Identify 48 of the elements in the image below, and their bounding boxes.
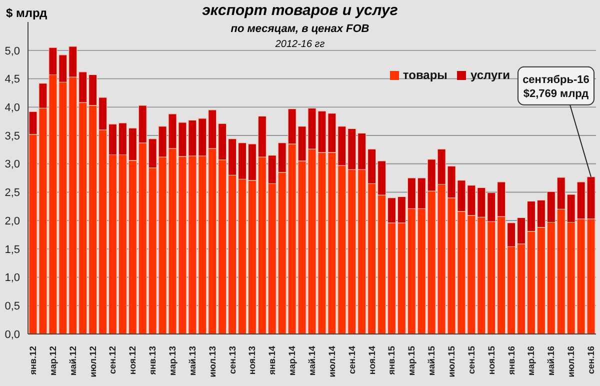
y-tick-label: 5,0: [4, 45, 20, 58]
y-tick-label: 2,5: [4, 187, 20, 200]
x-tick-label: май.16: [546, 346, 556, 376]
x-tick-label: май.15: [426, 346, 437, 376]
x-tick-label: июл.15: [446, 346, 457, 378]
x-tick-label: сен.12: [108, 346, 118, 374]
x-tick-label: мар.14: [287, 346, 298, 376]
chart-title: экспорт товаров и услуг: [202, 2, 398, 19]
x-tick-label: мар.16: [526, 346, 536, 376]
x-tick-label: сен.14: [346, 346, 357, 374]
x-tick-label: мар.12: [48, 346, 58, 376]
y-tick-label: 1,5: [4, 244, 20, 256]
y-tick-label: 2,0: [4, 215, 20, 228]
x-tick-label: янв.12: [28, 346, 38, 375]
callout-box: сентябрь-16 $2,769 млрд: [518, 66, 594, 178]
x-tick-label: сен.16: [586, 346, 596, 374]
x-tick-label: ноя.15: [486, 346, 496, 375]
x-tick-label: янв.14: [267, 346, 278, 375]
x-tick-label: мар.15: [406, 346, 417, 376]
x-tick-label: июл.13: [207, 346, 218, 378]
y-tick-label: 3,5: [4, 130, 20, 142]
y-axis-title: $ млрд: [6, 6, 48, 20]
x-tick-label: мар.13: [167, 346, 178, 376]
x-tick-label: май.12: [68, 346, 78, 376]
y-tick-label: 4,0: [4, 102, 20, 114]
x-tick-label: июл.16: [566, 346, 576, 378]
x-tick-label: сен.15: [466, 346, 476, 374]
chart-subtitle: по месяцам, в ценах FOB: [230, 23, 370, 35]
x-tick-label: ноя.12: [128, 346, 138, 375]
y-tick-label: 1,0: [4, 272, 20, 284]
legend-label: товары: [402, 68, 448, 82]
x-tick-label: янв.13: [148, 346, 158, 375]
x-tick-label: ноя.14: [366, 346, 377, 375]
x-tick-label: сен.13: [227, 346, 238, 374]
x-tick-label: янв.16: [506, 346, 516, 375]
y-tick-label: 3,0: [4, 158, 20, 171]
legend-label: услуги: [470, 68, 510, 82]
x-tick-label: май.14: [307, 346, 317, 376]
x-tick-label: янв.15: [386, 346, 397, 375]
y-tick-label: 4,5: [4, 74, 20, 86]
y-tick-label: 0,5: [4, 300, 20, 313]
y-tick-label: 0,0: [4, 328, 20, 341]
x-tick-label: июл.12: [88, 346, 98, 378]
annotation: сентябрь-16 $2,769 млрд: [522, 74, 590, 100]
x-tick-label: июл.14: [326, 346, 337, 378]
x-tick-label: май.13: [187, 346, 198, 376]
annotation: 2012-16 гг: [275, 39, 325, 50]
x-tick-label: ноя.13: [247, 346, 258, 375]
